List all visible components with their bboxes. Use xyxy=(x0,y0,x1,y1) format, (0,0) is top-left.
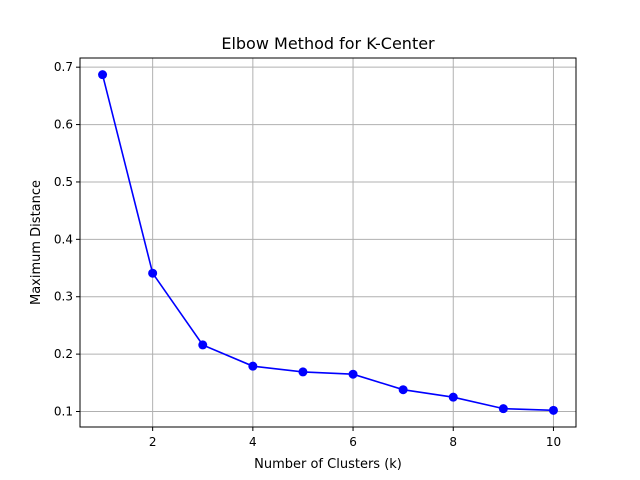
y-tick-label: 0.1 xyxy=(54,405,73,419)
data-point xyxy=(248,361,258,371)
data-point xyxy=(98,70,108,80)
x-tick-label: 8 xyxy=(449,435,457,449)
data-point xyxy=(148,268,158,278)
y-tick-label: 0.7 xyxy=(54,60,73,74)
ticks: 2 4 6 8 10 0.1 0.2 0.3 0.4 0.5 0.6 0.7 xyxy=(54,60,561,449)
series-layer xyxy=(98,70,558,415)
grid xyxy=(80,58,576,427)
y-tick-label: 0.6 xyxy=(54,118,73,132)
data-point xyxy=(498,404,508,414)
data-point xyxy=(548,405,558,415)
y-tick-label: 0.3 xyxy=(54,290,73,304)
data-point xyxy=(198,340,208,350)
chart-title: Elbow Method for K-Center xyxy=(221,34,435,53)
data-point xyxy=(348,369,358,379)
x-tick-label: 10 xyxy=(546,435,561,449)
plot-frame xyxy=(79,57,577,428)
data-point xyxy=(298,367,308,377)
x-tick-label: 2 xyxy=(149,435,157,449)
x-axis-label: Number of Clusters (k) xyxy=(254,457,402,472)
y-tick-label: 0.4 xyxy=(54,232,73,246)
data-point xyxy=(448,392,458,402)
x-tick-label: 6 xyxy=(349,435,357,449)
y-tick-label: 0.2 xyxy=(54,347,73,361)
x-tick-label: 4 xyxy=(249,435,257,449)
series-line xyxy=(101,74,554,412)
y-axis-label: Maximum Distance xyxy=(29,180,44,305)
y-tick-label: 0.5 xyxy=(54,175,73,189)
data-point xyxy=(398,385,408,395)
